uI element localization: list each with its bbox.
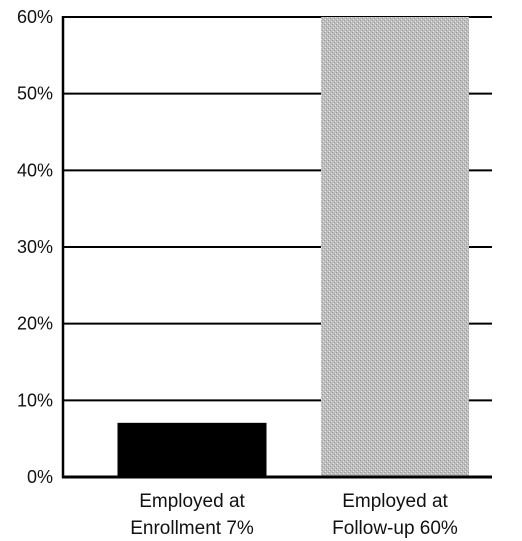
y-tick-label: 30%	[17, 237, 53, 257]
category-label: Employed at Enrollment 7%	[130, 491, 254, 539]
y-tick-label: 20%	[17, 314, 53, 334]
y-axis-tick-labels: 0% 10% 20% 30% 40% 50% 60%	[17, 7, 53, 487]
y-tick-label: 60%	[17, 7, 53, 27]
y-tick-label: 0%	[27, 467, 53, 487]
y-tick-label: 50%	[17, 84, 53, 104]
category-label: Employed at Follow-up 60%	[332, 491, 458, 539]
axes	[61, 16, 492, 479]
y-tick-label: 40%	[17, 160, 53, 180]
bar-enrollment	[117, 422, 267, 478]
bars	[117, 17, 469, 478]
x-axis-category-labels: Employed at Enrollment 7% Employed at Follo…	[130, 491, 458, 539]
bar-follow-up	[321, 17, 469, 477]
y-tick-label: 10%	[17, 390, 53, 410]
